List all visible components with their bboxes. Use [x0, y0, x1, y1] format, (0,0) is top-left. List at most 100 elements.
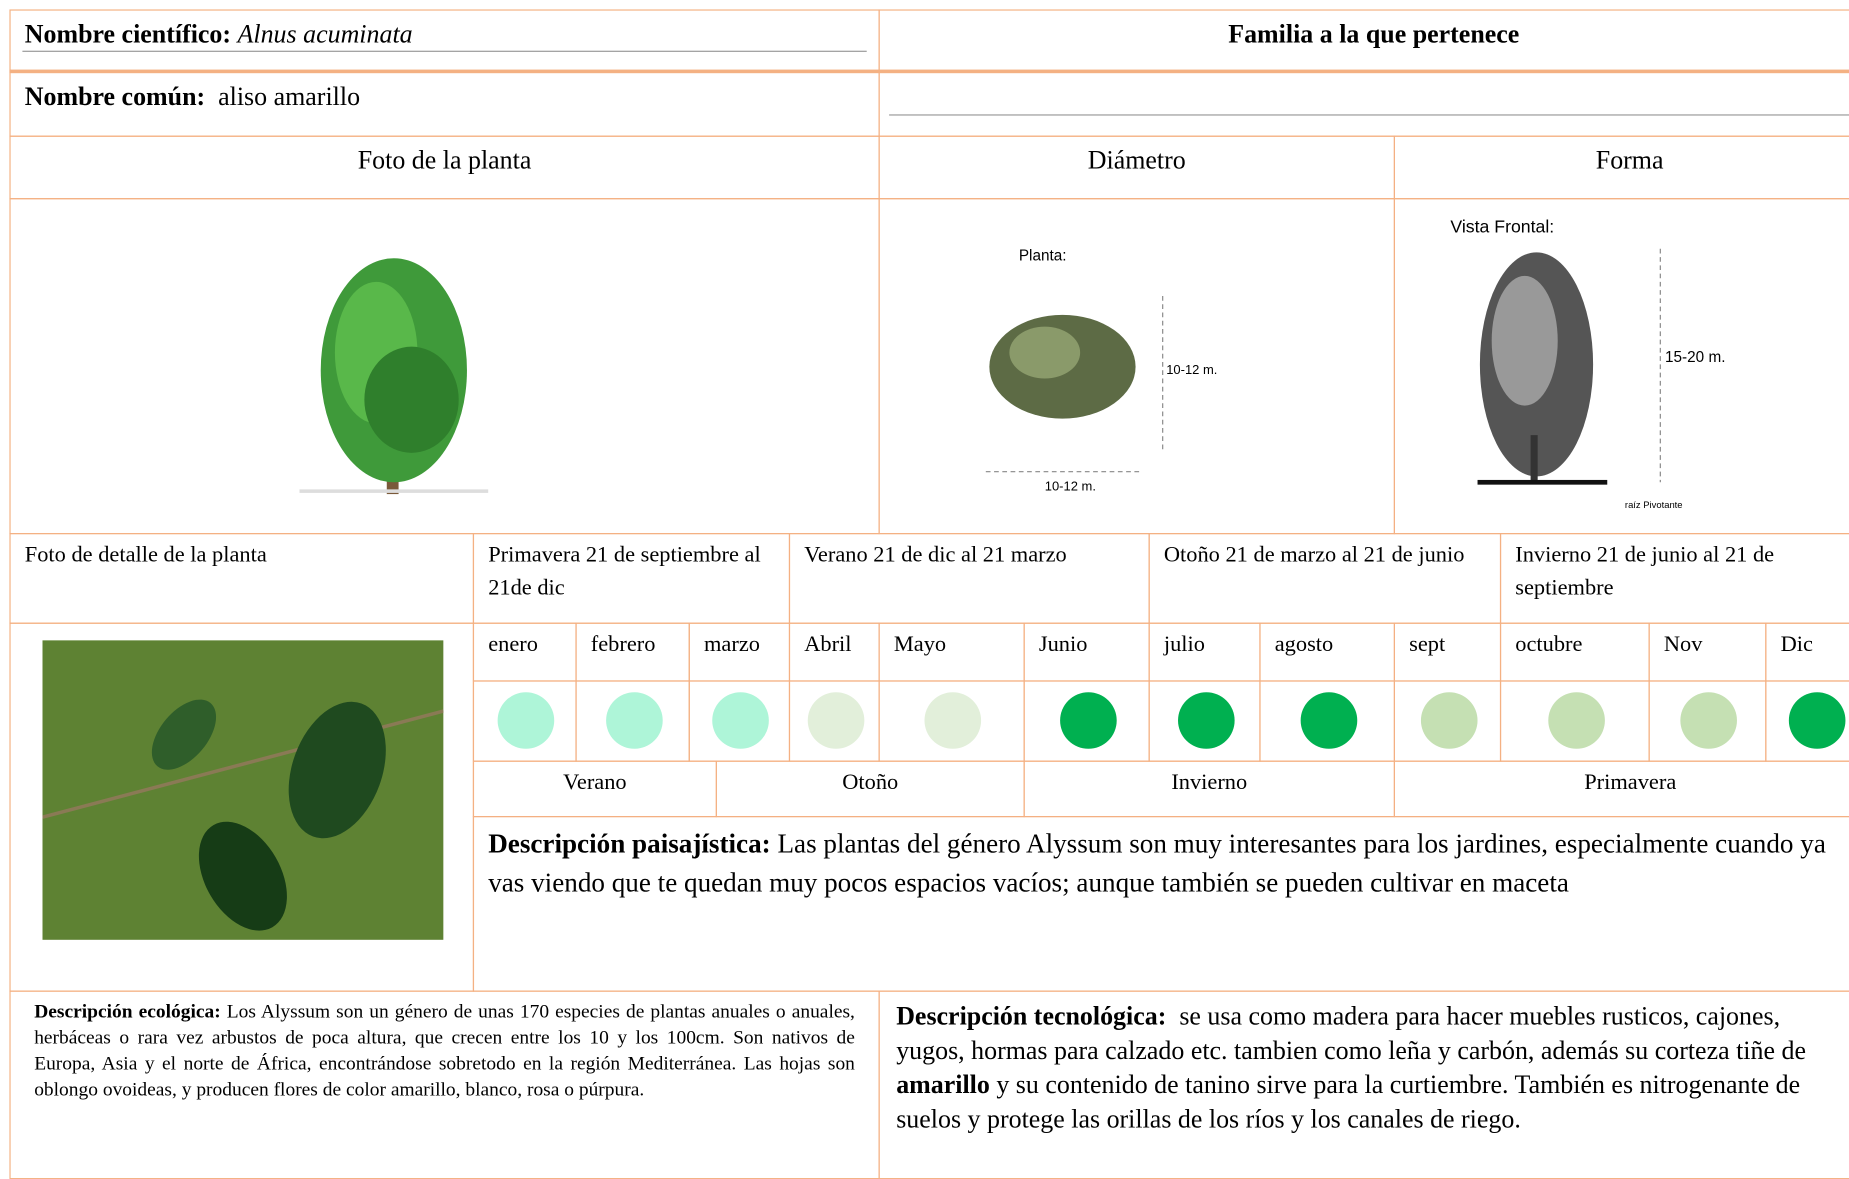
month-cell: marzo — [688, 622, 791, 682]
leaf-image — [42, 640, 444, 940]
month-cell: Dic — [1765, 622, 1849, 682]
underline — [889, 114, 1849, 116]
month-indicator — [924, 692, 982, 749]
month-indicator — [712, 692, 769, 749]
technological-cell: Descripción tecnológica: se usa como mad… — [878, 990, 1849, 1179]
indicator-cell — [1393, 680, 1502, 762]
season-cell: Verano — [472, 760, 717, 818]
season-range-cell: Primavera 21 de septiembre al 21de dic — [472, 532, 791, 624]
scientific-cell: Nombre científico: Alnus acuminata — [9, 9, 880, 72]
indicator-cell — [1023, 680, 1150, 762]
text: Verano 21 de dic al 21 marzo — [804, 542, 1067, 568]
text: Primavera — [1584, 770, 1677, 795]
season-range-cell: Verano 21 de dic al 21 marzo — [788, 532, 1150, 624]
detail-photo-cell — [9, 622, 475, 992]
image-label: 10-12 m. — [1166, 362, 1217, 377]
text: Otoño 21 de marzo al 21 de junio — [1163, 542, 1465, 568]
text: Mayo — [893, 632, 947, 657]
family-value-cell — [878, 71, 1849, 137]
label: Nombre común: — [24, 81, 206, 111]
month-indicator — [1420, 692, 1477, 749]
month-cell: Abril — [788, 622, 880, 682]
label: Familia a la que pertenece — [1228, 18, 1520, 49]
text: Foto de la planta — [357, 145, 532, 175]
underline — [22, 50, 867, 52]
text: enero — [488, 632, 538, 657]
indicator-cell — [575, 680, 690, 762]
header-cell: Foto de la planta — [9, 135, 880, 200]
common-cell: Nombre común: aliso amarillo — [9, 71, 880, 137]
indicator-cell — [788, 680, 880, 762]
month-indicator — [1547, 692, 1605, 749]
text: Nov — [1663, 632, 1703, 657]
month-cell: Junio — [1023, 622, 1150, 682]
month-indicator — [807, 692, 864, 749]
season-cell: Otoño — [715, 760, 1025, 818]
text: Los Alyssum son un género de unas 170 es… — [34, 999, 855, 1101]
value: aliso amarillo — [218, 81, 361, 111]
text: Abril — [804, 632, 852, 657]
image-label: raíz Pivotante — [1625, 499, 1683, 510]
diameter-cell: Planta: 10-12 m. 10-12 m. — [878, 198, 1395, 535]
label: Descripción ecológica: — [34, 999, 221, 1023]
season-range-cell: Otoño 21 de marzo al 21 de junio — [1148, 532, 1502, 624]
ecological-cell: Descripción ecológica: Los Alyssum son u… — [9, 990, 880, 1179]
season-range-cell: Invierno 21 de junio al 21 de septiembre — [1499, 532, 1849, 624]
tree-image — [299, 258, 489, 495]
text: agosto — [1274, 632, 1334, 657]
text: Invierno — [1171, 770, 1248, 795]
label: Descripción paisajística: — [488, 828, 771, 859]
text: y su contenido de tanino sirve para la c… — [896, 1069, 1801, 1134]
value: Alnus acuminata — [237, 18, 413, 49]
text: julio — [1163, 632, 1205, 657]
image-label: 15-20 m. — [1665, 349, 1725, 366]
label: Descripción tecnológica: — [896, 1001, 1167, 1031]
month-indicator — [1300, 692, 1357, 749]
season-cell: Invierno — [1023, 760, 1395, 818]
shape-image: Vista Frontal: 15-20 m. raíz Pivotante — [1450, 216, 1725, 510]
month-cell: julio — [1148, 622, 1261, 682]
text: Las plantas del género Alyssum son muy i… — [488, 828, 1826, 898]
plant-photo-cell — [9, 198, 880, 535]
text: Verano — [563, 770, 627, 795]
indicator-cell — [1148, 680, 1261, 762]
month-cell: Mayo — [878, 622, 1025, 682]
indicator-cell — [1499, 680, 1650, 762]
indicator-cell — [1765, 680, 1849, 762]
text: Invierno 21 de junio al 21 de septiembre — [1515, 542, 1775, 601]
month-indicator — [497, 692, 555, 749]
month-cell: Nov — [1648, 622, 1767, 682]
indicator-cell — [688, 680, 791, 762]
text: Primavera 21 de septiembre al 21de dic — [488, 542, 761, 601]
indicator-cell — [1648, 680, 1767, 762]
text: sept — [1409, 632, 1446, 657]
diameter-image: Planta: 10-12 m. 10-12 m. — [985, 248, 1217, 494]
season-cell: Primavera — [1393, 760, 1849, 818]
text: marzo — [703, 632, 760, 657]
text: Forma — [1595, 145, 1664, 175]
indicator-cell — [878, 680, 1025, 762]
month-cell: febrero — [575, 622, 690, 682]
image-label: Vista Frontal: — [1450, 216, 1554, 236]
text: se usa como madera para hacer muebles ru… — [896, 1001, 1806, 1065]
detail-label-cell: Foto de detalle de la planta — [9, 532, 475, 624]
emphasis: amarillo — [896, 1069, 990, 1100]
text: Foto de detalle de la planta — [24, 542, 267, 568]
month-cell: enero — [472, 622, 577, 682]
month-indicator — [1059, 692, 1117, 749]
text: octubre — [1515, 632, 1583, 657]
header-cell: Diámetro — [878, 135, 1395, 200]
month-cell: sept — [1393, 622, 1502, 682]
family-cell: Familia a la que pertenece — [878, 9, 1849, 72]
month-indicator — [1680, 692, 1737, 749]
text: Otoño — [842, 770, 899, 795]
text: Dic — [1780, 632, 1813, 657]
label: Nombre científico: — [24, 18, 232, 49]
separator — [9, 69, 1849, 74]
image-label: Planta: — [1019, 248, 1067, 265]
month-cell: agosto — [1259, 622, 1395, 682]
month-indicator — [605, 692, 663, 749]
month-indicator — [1177, 692, 1235, 749]
